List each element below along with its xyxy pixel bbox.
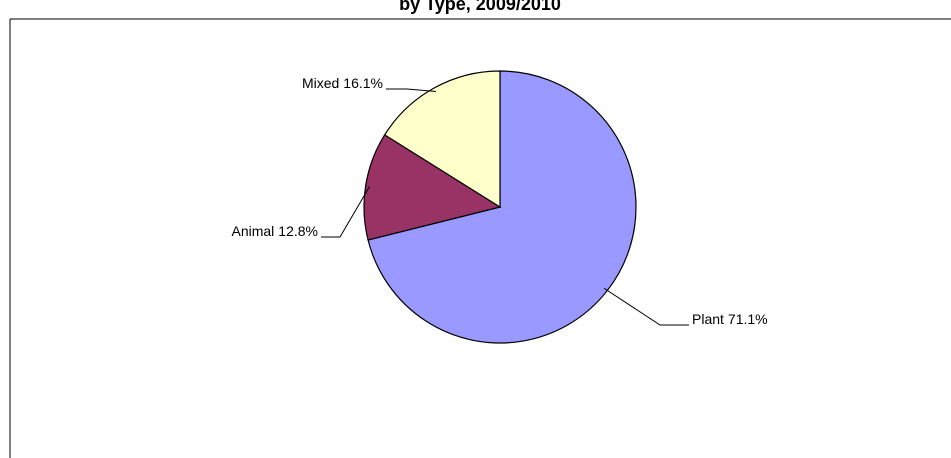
category-label: Plant <box>692 311 724 327</box>
leader-line <box>603 287 689 326</box>
value-label: 16.1% <box>343 75 383 91</box>
category-label: Mixed <box>302 75 339 91</box>
leader-line <box>321 186 371 238</box>
category-label: Animal <box>232 223 275 239</box>
pie-slice <box>363 134 502 241</box>
pie-slice <box>383 70 501 209</box>
value-label: 12.8% <box>278 223 318 239</box>
data-label: Mixed 16.1% <box>302 75 383 91</box>
leader-line <box>386 88 437 93</box>
data-label: Plant 71.1% <box>692 311 768 327</box>
value-label: 71.1% <box>728 311 768 327</box>
data-label: Animal 12.8% <box>232 223 319 239</box>
chart-title: by Type, 2009/2010 <box>399 0 561 14</box>
